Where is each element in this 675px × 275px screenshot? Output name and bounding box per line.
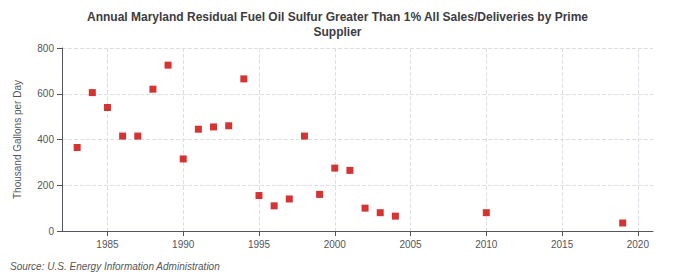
svg-text:2015: 2015 [551,239,574,250]
svg-text:1990: 1990 [172,239,195,250]
svg-text:2000: 2000 [324,239,347,250]
svg-text:0: 0 [48,226,54,237]
svg-text:200: 200 [37,180,54,191]
svg-text:2020: 2020 [627,239,650,250]
svg-text:400: 400 [37,134,54,145]
svg-text:800: 800 [37,43,54,54]
svg-text:600: 600 [37,88,54,99]
svg-text:Thousand Gallons per Day: Thousand Gallons per Day [12,80,23,199]
svg-text:1995: 1995 [248,239,271,250]
svg-text:Supplier: Supplier [313,25,361,39]
svg-text:Source: U.S. Energy Informatio: Source: U.S. Energy Information Administ… [10,261,220,272]
svg-text:2010: 2010 [475,239,498,250]
svg-text:1985: 1985 [96,239,119,250]
svg-text:Annual Maryland Residual Fuel: Annual Maryland Residual Fuel Oil Sulfur… [87,10,588,24]
svg-text:2005: 2005 [399,239,422,250]
